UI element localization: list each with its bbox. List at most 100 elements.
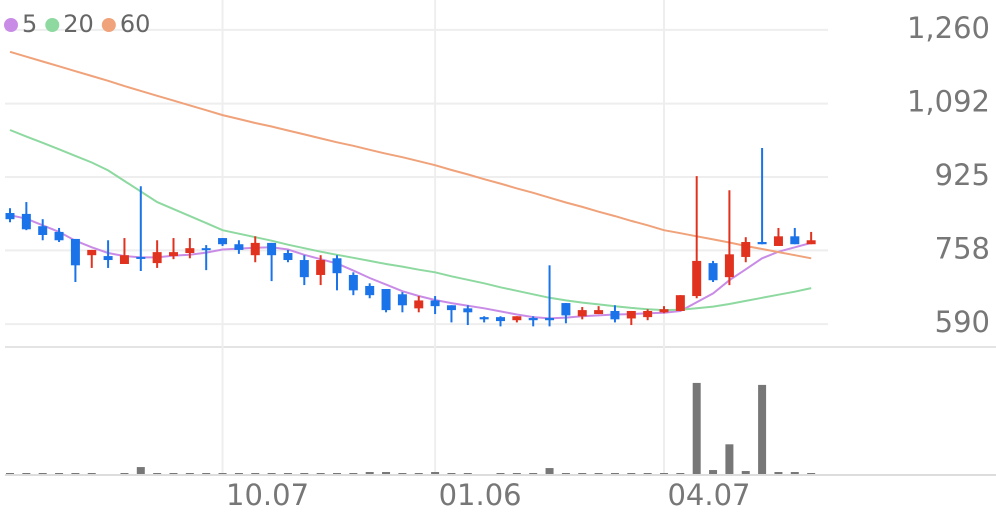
candle-body <box>201 248 211 251</box>
candle-body <box>773 236 783 246</box>
candle-body <box>38 226 48 235</box>
x-tick-label: 04.07 <box>667 478 750 512</box>
volume-bar <box>807 473 816 474</box>
candle-body <box>561 303 571 316</box>
y-tick-label: 1,092 <box>907 85 990 119</box>
y-tick-label: 1,260 <box>907 11 990 45</box>
volume-bar <box>627 473 636 474</box>
candle-body <box>528 318 538 321</box>
candle-body <box>430 300 440 307</box>
volume-bar <box>692 382 701 474</box>
candle-body <box>692 260 702 297</box>
candle-body <box>21 213 31 230</box>
legend-marker <box>45 18 60 32</box>
ma-line <box>9 214 812 320</box>
candle-body <box>724 254 734 278</box>
volume-bar <box>38 473 47 474</box>
volume-bar <box>512 473 521 474</box>
candle-body <box>87 249 97 256</box>
candle-body <box>169 252 178 257</box>
candle-body <box>806 240 816 245</box>
volume-bar <box>660 473 668 474</box>
candle-body <box>152 252 162 264</box>
candle-body <box>119 255 129 264</box>
volume-bar <box>578 473 587 474</box>
volume-bar <box>71 473 80 474</box>
candle-body <box>70 238 80 266</box>
volume-bar <box>218 473 227 474</box>
candle-body <box>365 285 375 296</box>
volume-bar <box>398 473 407 474</box>
y-tick-label: 590 <box>935 305 990 339</box>
ma-line <box>9 129 812 312</box>
candle-body <box>659 309 669 313</box>
volume-bar <box>610 473 619 474</box>
candle-body <box>5 213 15 220</box>
candle-body <box>741 242 751 257</box>
candle-body <box>675 295 685 311</box>
volume-bar <box>349 473 358 474</box>
volume-bar <box>87 473 96 474</box>
candle-body <box>643 310 653 318</box>
candle-body <box>594 310 604 315</box>
candle-body <box>446 305 456 311</box>
volume-bar <box>153 473 162 474</box>
candle-body <box>54 231 64 241</box>
candle-body <box>348 274 358 291</box>
volume-bar <box>709 470 718 474</box>
volume-bar <box>774 472 783 474</box>
volume-bar <box>414 473 423 474</box>
volume-bar <box>333 473 341 474</box>
volume-bar <box>741 471 750 474</box>
legend-label: 20 <box>63 10 94 38</box>
ma-line <box>9 50 812 260</box>
candle-body <box>610 310 620 320</box>
candle-body <box>512 316 522 321</box>
volume-bar <box>316 473 325 474</box>
volume-bar <box>545 468 554 474</box>
volume-bar <box>185 473 194 474</box>
candle-body <box>479 317 489 320</box>
volume-bar <box>202 473 211 474</box>
y-tick-label: 925 <box>935 158 990 192</box>
volume-bar <box>463 473 472 474</box>
volume-bar <box>136 467 145 474</box>
volume-bar <box>283 473 292 474</box>
candle-body <box>299 260 309 278</box>
candle-body <box>463 308 473 313</box>
legend-label: 60 <box>120 10 151 38</box>
candle-body <box>234 244 244 250</box>
legend-item: 20 <box>45 10 94 38</box>
volume-bar <box>676 473 685 474</box>
volume-bar <box>300 473 309 474</box>
candle-body <box>545 318 555 321</box>
volume-bar <box>382 472 391 474</box>
candle-body <box>332 258 342 274</box>
candle-body <box>185 248 195 254</box>
candle-body <box>577 310 587 317</box>
candle-body <box>708 263 718 281</box>
volume-bar <box>431 472 440 474</box>
volume-bar <box>496 473 505 474</box>
volume-bar <box>529 473 538 474</box>
candle-body <box>757 242 767 245</box>
candle-body <box>283 253 293 261</box>
volume-bar <box>447 473 456 474</box>
x-tick-label: 01.06 <box>439 478 522 512</box>
legend-item: 5 <box>4 10 37 38</box>
candle-body <box>414 300 424 309</box>
legend-label: 5 <box>22 10 37 38</box>
volume-bar <box>120 473 129 474</box>
volume-bar <box>561 473 570 474</box>
volume-bar <box>55 473 64 474</box>
candle-body <box>496 317 505 322</box>
volume-bar <box>267 473 276 474</box>
candle-body <box>790 236 800 245</box>
volume-bar <box>594 473 603 474</box>
candle-body <box>136 256 146 259</box>
legend-marker <box>4 18 18 32</box>
candle-body <box>267 242 277 256</box>
candle-body <box>103 256 113 261</box>
candle-body <box>626 310 636 319</box>
